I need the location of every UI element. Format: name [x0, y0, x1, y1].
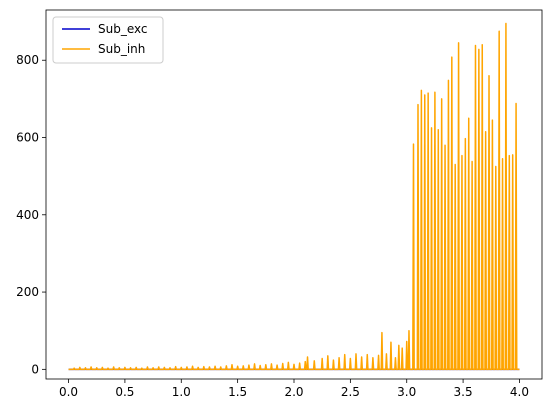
x-tick-label: 3.5: [454, 385, 473, 399]
legend-label-sub-exc: Sub_exc: [98, 22, 148, 36]
plot-area: [68, 22, 520, 371]
x-tick-label: 2.0: [284, 385, 303, 399]
y-tick-label: 600: [16, 131, 39, 145]
x-tick-label: 0.5: [115, 385, 134, 399]
x-tick-label: 1.0: [172, 385, 191, 399]
x-axis: 0.0 0.5 1.0 1.5 2.0 2.5 3.0 3.5 4.0: [59, 379, 529, 399]
y-tick-label: 800: [16, 53, 39, 67]
x-tick-label: 1.5: [228, 385, 247, 399]
x-tick-label: 3.0: [397, 385, 416, 399]
x-tick-label: 4.0: [510, 385, 529, 399]
series-sub-inh-line: [68, 22, 520, 371]
legend: Sub_exc Sub_inh: [52, 16, 164, 64]
y-tick-label: 0: [31, 362, 39, 376]
x-tick-label: 2.5: [341, 385, 360, 399]
y-tick-label: 400: [16, 208, 39, 222]
legend-label-sub-inh: Sub_inh: [98, 42, 145, 56]
y-axis: 0 200 400 600 800: [16, 53, 46, 376]
x-tick-label: 0.0: [59, 385, 78, 399]
y-tick-label: 200: [16, 285, 39, 299]
